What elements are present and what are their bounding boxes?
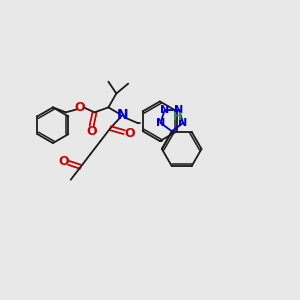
Text: N: N <box>160 105 170 115</box>
Text: H: H <box>172 112 182 122</box>
Text: O: O <box>124 127 134 140</box>
Text: O: O <box>86 125 97 138</box>
Text: O: O <box>58 155 69 168</box>
Text: N: N <box>116 108 128 122</box>
Text: O: O <box>74 101 85 114</box>
Text: N: N <box>178 118 188 128</box>
Text: N: N <box>156 118 165 128</box>
Text: N: N <box>174 105 183 115</box>
